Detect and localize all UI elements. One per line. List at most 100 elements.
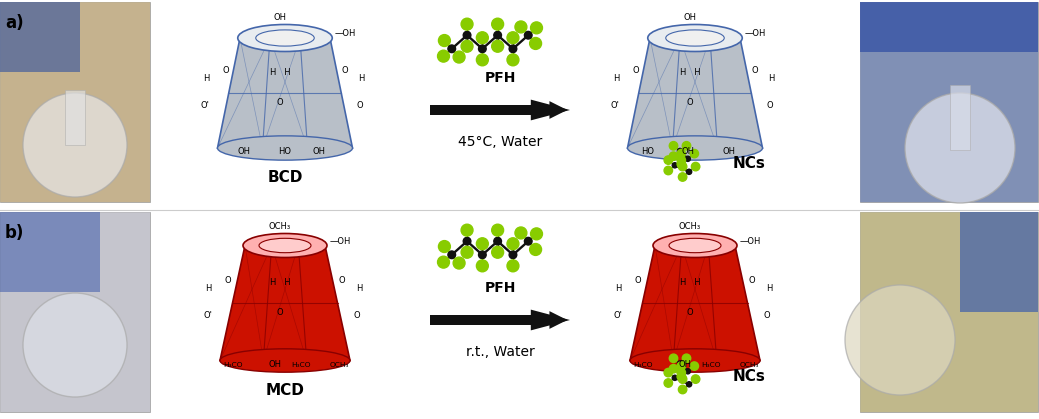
Circle shape (683, 142, 691, 150)
Circle shape (461, 40, 473, 52)
Text: H: H (356, 284, 363, 293)
Text: H: H (206, 284, 212, 293)
Circle shape (690, 150, 698, 158)
Text: O: O (224, 276, 232, 285)
Text: H: H (616, 284, 622, 293)
Circle shape (672, 163, 677, 168)
Text: O: O (687, 98, 693, 107)
Text: H: H (204, 74, 210, 83)
Text: OH: OH (238, 147, 251, 156)
Bar (0, 2, 150, 202)
Text: O: O (764, 311, 771, 320)
Circle shape (453, 51, 465, 63)
Circle shape (491, 246, 504, 258)
Circle shape (509, 45, 516, 53)
Text: OH: OH (268, 360, 282, 368)
Text: NCs: NCs (732, 156, 766, 171)
Text: OH: OH (273, 13, 287, 22)
Circle shape (515, 21, 527, 33)
Ellipse shape (220, 349, 350, 372)
Circle shape (678, 173, 687, 181)
Bar (860, 2, 1038, 52)
Text: —OH: —OH (330, 236, 351, 246)
Circle shape (669, 354, 677, 362)
Circle shape (491, 40, 504, 52)
Bar (0, 212, 150, 412)
Circle shape (664, 156, 672, 164)
Text: MCD: MCD (266, 383, 304, 398)
Text: O': O' (201, 101, 210, 110)
Circle shape (479, 251, 486, 259)
Text: OH: OH (682, 147, 695, 156)
Polygon shape (220, 246, 350, 360)
Circle shape (687, 382, 692, 387)
Text: H   H: H H (680, 68, 700, 77)
Circle shape (677, 150, 686, 158)
Ellipse shape (669, 238, 721, 253)
Text: b): b) (5, 224, 24, 242)
Bar (950, 85, 970, 150)
Circle shape (509, 251, 516, 259)
Ellipse shape (259, 238, 311, 253)
Circle shape (905, 93, 1015, 203)
Text: HO: HO (278, 147, 292, 156)
Bar (0, 212, 150, 412)
Text: O': O' (204, 311, 212, 320)
Text: OCH₃: OCH₃ (678, 222, 701, 230)
Text: H   H: H H (680, 278, 700, 287)
Text: O: O (276, 308, 284, 317)
Text: O: O (356, 101, 363, 110)
Circle shape (687, 169, 692, 174)
Circle shape (664, 166, 672, 175)
Circle shape (477, 54, 488, 66)
Circle shape (691, 163, 700, 171)
Circle shape (669, 152, 677, 160)
Text: OH: OH (722, 147, 736, 156)
Text: PFH: PFH (484, 281, 515, 295)
Circle shape (438, 35, 450, 47)
Circle shape (690, 362, 698, 370)
Text: O': O' (611, 101, 619, 110)
Circle shape (494, 31, 502, 39)
Text: H   H: H H (270, 68, 290, 77)
Circle shape (677, 156, 686, 164)
Text: OCH₃: OCH₃ (269, 222, 291, 230)
Circle shape (525, 31, 532, 39)
Text: O: O (222, 66, 229, 75)
Circle shape (530, 243, 541, 256)
Polygon shape (531, 310, 570, 331)
Circle shape (477, 32, 488, 44)
Circle shape (507, 238, 518, 250)
Bar (430, 105, 535, 115)
Ellipse shape (647, 24, 742, 52)
Circle shape (448, 251, 455, 259)
Circle shape (677, 148, 683, 154)
Circle shape (678, 375, 687, 383)
Text: BCD: BCD (267, 170, 302, 185)
Circle shape (685, 156, 690, 161)
Text: —OH: —OH (740, 236, 762, 246)
Polygon shape (217, 38, 352, 148)
Circle shape (494, 238, 502, 245)
Bar (65, 90, 85, 145)
Circle shape (677, 160, 686, 168)
Circle shape (530, 38, 541, 49)
Text: HO: HO (641, 147, 655, 156)
Text: O: O (767, 101, 773, 110)
Text: O: O (339, 276, 345, 285)
Circle shape (507, 54, 518, 66)
Text: r.t., Water: r.t., Water (465, 345, 534, 359)
Circle shape (461, 246, 473, 258)
Circle shape (664, 379, 672, 387)
Ellipse shape (628, 136, 763, 160)
Text: H₃CO: H₃CO (223, 362, 243, 367)
Polygon shape (628, 38, 763, 148)
Circle shape (531, 22, 542, 34)
Ellipse shape (256, 30, 314, 46)
Text: H: H (613, 74, 619, 83)
Circle shape (507, 260, 518, 272)
Text: H₃CO: H₃CO (291, 362, 311, 367)
Circle shape (448, 45, 455, 53)
Ellipse shape (652, 233, 737, 258)
Text: O: O (749, 276, 755, 285)
